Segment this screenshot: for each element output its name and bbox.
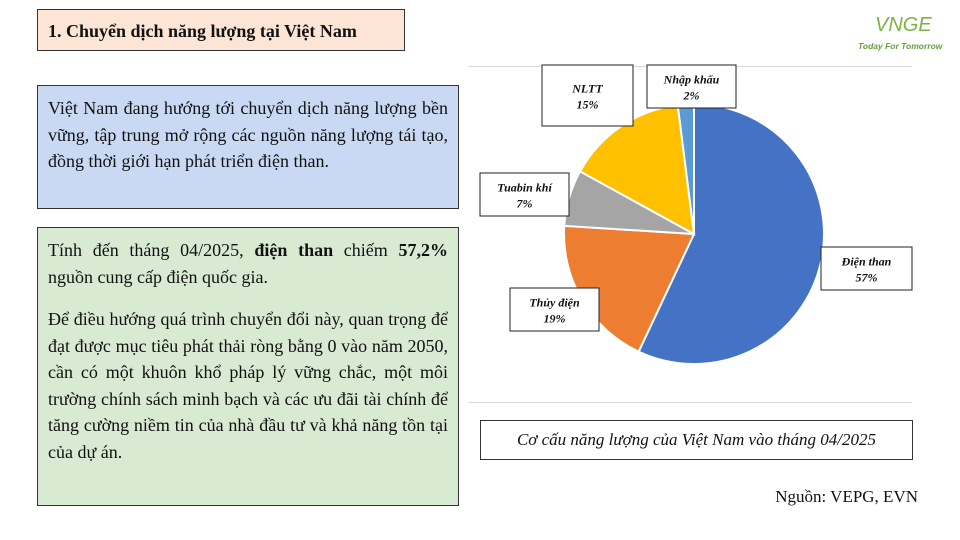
data-label-value: 19%	[544, 312, 566, 326]
data-label-nhap-khau: Nhập khẩu 2%	[646, 64, 737, 109]
data-label-thuy-dien: Thủy điện 19%	[509, 287, 600, 332]
data-label-box	[820, 246, 913, 291]
logo-mark: VNGE	[875, 14, 932, 36]
source-note: Nguồn: VEPG, EVN	[775, 487, 918, 506]
detail-paragraph-2: Để điều hướng quá trình chuyển đổi này, …	[48, 309, 448, 462]
vnge-logo: VNGE Today For Tomorrow	[855, 14, 945, 56]
data-label-box	[541, 64, 634, 127]
chart-caption: Cơ cấu năng lượng của Việt Nam vào tháng…	[480, 420, 913, 460]
data-label-box	[479, 172, 570, 217]
detail-p1-mid: chiếm	[333, 240, 399, 260]
detail-p1-bold-coal: điện than	[254, 240, 334, 260]
intro-text: Việt Nam đang hướng tới chuyển dịch năng…	[48, 98, 448, 171]
chart-bottom-rule	[468, 402, 912, 403]
data-label-tuabin-khi: Tuabin khí 7%	[479, 172, 570, 217]
data-label-category: Thủy điện	[529, 296, 580, 310]
data-label-category: NLTT	[571, 82, 603, 96]
data-label-category: Điện than	[841, 255, 892, 269]
pie-chart: Điện than 57% Thủy điện 19% Tuabin khí 7% NLTT…	[479, 64, 913, 365]
data-label-value: 57%	[856, 271, 878, 285]
data-label-category: Nhập khẩu	[663, 73, 720, 87]
data-label-value: 15%	[577, 98, 599, 112]
detail-p1-after: nguồn cung cấp điện quốc gia.	[48, 266, 268, 287]
data-label-box	[646, 64, 737, 109]
chart-caption-text: Cơ cấu năng lượng của Việt Nam vào tháng…	[516, 430, 877, 449]
intro-text-box: Việt Nam đang hướng tới chuyển dịch năng…	[37, 85, 459, 209]
detail-p1-before: Tính đến tháng 04/2025,	[48, 240, 255, 260]
data-label-box	[509, 287, 600, 332]
data-label-value: 2%	[683, 89, 700, 103]
detail-text-box: Tính đến tháng 04/2025, điện than chiếm …	[37, 227, 459, 506]
data-label-nltt: NLTT 15%	[541, 64, 634, 127]
logo-tagline: Today For Tomorrow	[858, 41, 943, 51]
data-label-value: 7%	[517, 197, 533, 211]
data-label-category: Tuabin khí	[497, 181, 553, 195]
detail-paragraph-1: Tính đến tháng 04/2025, điện than chiếm …	[48, 237, 448, 290]
data-label-dien-than: Điện than 57%	[820, 246, 913, 291]
detail-p1-bold-percent: 57,2%	[398, 240, 449, 260]
slide-title: 1. Chuyển dịch năng lượng tại Việt Nam	[37, 9, 405, 51]
